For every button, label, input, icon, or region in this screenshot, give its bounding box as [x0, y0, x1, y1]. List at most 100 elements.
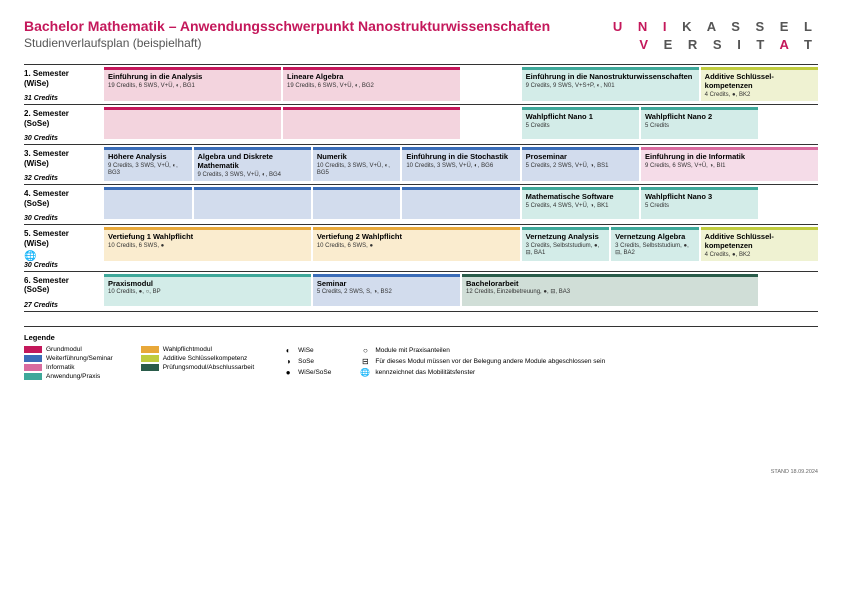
module-detail: 4 Credits, ●, BK2 — [705, 252, 814, 259]
header: Bachelor Mathematik – Anwendungsschwerpu… — [24, 18, 818, 54]
module-box: Additive Schlüssel-kompetenzen 4 Credits,… — [701, 227, 818, 260]
module-box: Einführung in die Stochastik10 Credits, … — [402, 147, 519, 180]
module-box: Seminar5 Credits, 2 SWS, S, ◑, BS2 — [313, 274, 460, 306]
module-detail: 10 Credits, 6 SWS, ● — [317, 243, 516, 250]
module-detail: 9 Credits, 6 SWS, V+Ü, ◑, BI1 — [645, 163, 814, 170]
module-detail: 5 Credits, 4 SWS, V+Ü, ◑, BK1 — [526, 203, 635, 210]
legend-item: Grundmodul — [24, 346, 113, 353]
module-title: Additive Schlüssel-kompetenzen — [705, 73, 814, 90]
module-title: Vernetzung Algebra — [615, 233, 695, 242]
module-title: Additive Schlüssel-kompetenzen — [705, 233, 814, 250]
module-box: Einführung in die Nanostrukturwissenscha… — [522, 67, 699, 100]
semester-row: 1. Semester(WiSe)31 CreditsEinführung in… — [24, 65, 818, 105]
module-box: Wahlpflicht Nano 35 Credits — [641, 187, 758, 219]
legend-text: Grundmodul — [46, 346, 82, 353]
semester-label: 1. Semester(WiSe) — [24, 69, 100, 88]
module-detail: 19 Credits, 6 SWS, V+Ü, ◐, BG1 — [108, 83, 277, 90]
module-title: Praxismodul — [108, 280, 307, 289]
module-title: Vertiefung 2 Wahlpflicht — [317, 233, 516, 242]
module-box: Additive Schlüssel-kompetenzen 4 Credits,… — [701, 67, 818, 100]
legend-text: WiSe/SoSe — [298, 369, 331, 376]
semester-row: 5. Semester(WiSe)🌐30 CreditsVertiefung 1… — [24, 225, 818, 271]
legend-swatch — [141, 346, 159, 353]
semester-label: 4. Semester(SoSe) — [24, 189, 100, 208]
module-box: Algebra und Diskrete Mathematik9 Credits… — [194, 147, 311, 180]
module-box: Vertiefung 1 Wahlpflicht10 Credits, 6 SW… — [104, 227, 311, 260]
legend-text: Für dieses Modul müssen vor der Belegung… — [375, 358, 605, 365]
module-title: Lineare Algebra — [287, 73, 456, 82]
legend-swatch — [24, 355, 42, 362]
module-box: Vernetzung Algebra3 Credits, Selbststudi… — [611, 227, 699, 260]
module-title: Einführung in die Analysis — [108, 73, 277, 82]
credits-label: 30 Credits — [24, 215, 100, 222]
legend-title: Legende — [24, 333, 818, 342]
module-box: Numerik10 Credits, 3 SWS, V+Ü, ◐, BG5 — [313, 147, 401, 180]
legend-text: Wahlpflichtmodul — [163, 346, 212, 353]
module-box: Vernetzung Analysis3 Credits, Selbststud… — [522, 227, 610, 260]
semester-row: 3. Semester(WiSe) 32 Credits Höhere Analys… — [24, 145, 818, 185]
semester-label: 3. Semester(WiSe) — [24, 149, 100, 168]
semester-row: 2. Semester(SoSe) 30 Credits Wahlpflicht N… — [24, 105, 818, 145]
legend-item: Weiterführung/Seminar — [24, 355, 113, 362]
module-detail: 4 Credits, ●, BK2 — [705, 92, 814, 99]
semester-label: 5. Semester(WiSe) — [24, 229, 100, 248]
module-detail: 5 Credits, 2 SWS, V+Ü, ◑, BS1 — [526, 163, 635, 170]
legend-text: SoSe — [298, 358, 314, 365]
legend-text: Informatik — [46, 364, 75, 371]
legend-symbol: ○ — [359, 346, 371, 355]
module-detail: 5 Credits — [645, 203, 754, 210]
legend-swatch — [141, 355, 159, 362]
credits-label: 30 Credits — [24, 135, 100, 142]
module-title: Vertiefung 1 Wahlpflicht — [108, 233, 307, 242]
legend-text: Prüfungsmodul/Abschlussarbeit — [163, 364, 254, 371]
legend-swatch — [24, 373, 42, 380]
legend-text: Module mit Praxisanteilen — [375, 347, 449, 354]
legend-item: Anwendung/Praxis — [24, 373, 113, 380]
module-title: Vernetzung Analysis — [526, 233, 606, 242]
module-title: Wahlpflicht Nano 2 — [645, 113, 754, 122]
legend-item: ◑ SoSe — [282, 357, 331, 366]
module-box — [194, 187, 311, 219]
legend-symbol: ◑ — [282, 357, 294, 366]
legend-symbol: ● — [282, 368, 294, 377]
module-box: Proseminar5 Credits, 2 SWS, V+Ü, ◑, BS1 — [522, 147, 639, 180]
module-box: Praxismodul10 Credits, ●, ○, BP — [104, 274, 311, 306]
module-box: Mathematische Software5 Credits, 4 SWS, … — [522, 187, 639, 219]
legend-swatch — [24, 346, 42, 353]
legend-item: ● WiSe/SoSe — [282, 368, 331, 377]
legend-text: kennzeichnet das Mobilitätsfenster — [375, 369, 475, 376]
module-detail: 9 Credits, 9 SWS, V+S+P, ◐, N01 — [526, 83, 695, 90]
module-detail: 19 Credits, 6 SWS, V+Ü, ◐, BG2 — [287, 83, 456, 90]
module-box — [313, 187, 401, 219]
university-logo: U N I K A S S E L V E R S I T A T — [613, 18, 818, 54]
module-box — [402, 187, 519, 219]
module-detail: 5 Credits — [645, 123, 754, 130]
legend-text: Weiterführung/Seminar — [46, 355, 113, 362]
module-detail: 9 Credits, 3 SWS, V+Ü, ◐, BG3 — [108, 163, 188, 177]
module-detail: 3 Credits, Selbststudium, ●, ⊟, BA1 — [526, 243, 606, 257]
curriculum-grid: 1. Semester(WiSe)31 CreditsEinführung in… — [24, 64, 818, 311]
credits-label: 32 Credits — [24, 175, 100, 182]
module-detail: 3 Credits, Selbststudium, ●, ⊟, BA2 — [615, 243, 695, 257]
legend-swatch — [24, 364, 42, 371]
module-box: Einführung in die Analysis19 Credits, 6 … — [104, 67, 281, 100]
module-title: Einführung in die Stochastik — [406, 153, 515, 162]
mobility-icon: 🌐 — [24, 251, 100, 262]
module-detail: 10 Credits, ●, ○, BP — [108, 289, 307, 296]
module-detail: 10 Credits, 6 SWS, ● — [108, 243, 307, 250]
module-detail: 10 Credits, 3 SWS, V+Ü, ◐, BG6 — [406, 163, 515, 170]
page-title: Bachelor Mathematik – Anwendungsschwerpu… — [24, 18, 550, 34]
module-box: Wahlpflicht Nano 15 Credits — [522, 107, 639, 139]
module-title: Numerik — [317, 153, 397, 162]
legend-symbol: ◐ — [282, 346, 294, 355]
semester-label: 2. Semester(SoSe) — [24, 109, 100, 128]
module-title: Einführung in die Informatik — [645, 153, 814, 162]
legend-item: Wahlpflichtmodul — [141, 346, 254, 353]
module-detail: 9 Credits, 3 SWS, V+Ü, ◐, BG4 — [198, 172, 307, 179]
legend-symbol: ⊟ — [359, 357, 371, 366]
module-title: Seminar — [317, 280, 456, 289]
legend-item: Prüfungsmodul/Abschlussarbeit — [141, 364, 254, 371]
module-box: Höhere Analysis9 Credits, 3 SWS, V+Ü, ◐,… — [104, 147, 192, 180]
legend: Legende Grundmodul Weiterführung/Seminar I… — [24, 326, 818, 380]
module-box — [104, 107, 281, 139]
